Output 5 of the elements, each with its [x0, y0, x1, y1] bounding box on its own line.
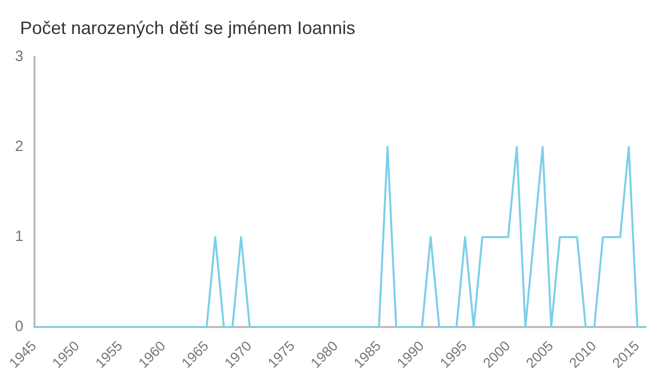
y-tick-label: 1 [15, 228, 24, 246]
y-tick-label: 2 [15, 138, 24, 156]
chart-title: Počet narozených dětí se jménem Ioannis [20, 18, 356, 39]
y-tick-label: 3 [15, 48, 24, 66]
y-tick-label: 0 [15, 318, 24, 336]
